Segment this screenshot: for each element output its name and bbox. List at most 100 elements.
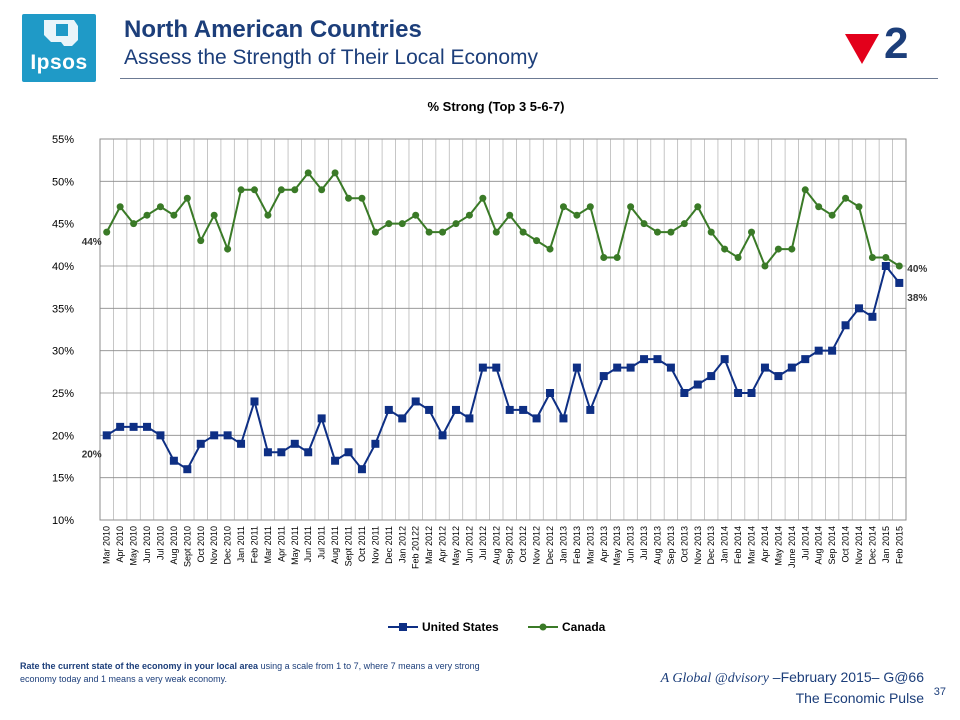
united-states-data-point: [546, 389, 555, 397]
page-title: North American Countries: [124, 16, 422, 43]
canada-data-point: [345, 194, 353, 202]
x-tick-label: Jul 2014: [800, 526, 810, 560]
canada-data-point: [533, 237, 541, 245]
canada-data-point: [331, 169, 339, 177]
canada-data-point: [237, 186, 245, 194]
x-tick-label: Aug 2013: [652, 526, 662, 565]
canada-data-point: [385, 220, 393, 228]
canada-data-point: [855, 203, 863, 211]
canada-data-point: [103, 228, 111, 236]
x-tick-label: Sep 2014: [827, 526, 837, 565]
x-tick-label: May 2011: [290, 526, 300, 565]
united-states-data-point: [425, 405, 434, 414]
united-states-data-point: [411, 397, 420, 406]
canada-data-point: [694, 203, 702, 211]
canada-data-point: [183, 194, 191, 202]
united-states-data-point: [640, 355, 649, 364]
united-states-data-point: [438, 431, 447, 440]
x-tick-label: Apr 2010: [115, 526, 125, 563]
united-states-data-point: [841, 321, 850, 330]
footnote-scale: using a scale from 1 to 7, where 7 means…: [20, 661, 480, 684]
canada-data-point: [156, 203, 164, 211]
canada-data-point: [613, 254, 621, 262]
y-tick-label: 10%: [52, 515, 74, 527]
united-states-data-point: [344, 448, 353, 457]
canada-data-point: [398, 220, 406, 228]
x-tick-label: Mar 2014: [747, 526, 757, 564]
canada-data-point: [842, 194, 850, 202]
x-tick-label: Sep 2013: [666, 526, 676, 565]
united-states-data-point: [787, 363, 796, 372]
x-tick-label: May 2014: [773, 526, 783, 566]
x-tick-label: Jun 2012: [464, 526, 474, 563]
united-states-data-point: [398, 414, 407, 423]
canada-data-point: [815, 203, 823, 211]
x-tick-label: Oct 2011: [357, 526, 367, 562]
canada-data-point: [546, 245, 554, 253]
canada-data-point: [264, 211, 272, 219]
united-states-data-point: [505, 405, 514, 414]
x-tick-label: Sep 2012: [505, 526, 515, 565]
x-tick-label: Mar 2013: [585, 526, 595, 564]
x-tick-label: Jul 2013: [639, 526, 649, 560]
x-tick-label: Dec 2012: [545, 526, 555, 565]
united-states-data-point: [586, 405, 595, 414]
y-tick-label: 50%: [52, 176, 74, 188]
canada-data-point: [882, 254, 890, 262]
x-tick-label: Oct 2012: [518, 526, 528, 563]
canada-data-point: [250, 186, 258, 194]
x-tick-label: Feb 20122: [411, 526, 421, 569]
x-tick-label: June 2014: [787, 526, 797, 568]
y-tick-label: 30%: [52, 346, 74, 358]
canada-data-point: [748, 228, 756, 236]
united-states-data-point: [451, 405, 460, 414]
footer-brand-name: A Global @dvisory: [660, 671, 769, 686]
x-tick-label: Dec 2010: [223, 526, 233, 565]
canada-data-point: [291, 186, 299, 194]
united-states-data-point: [519, 405, 528, 414]
y-tick-label: 45%: [52, 219, 74, 231]
united-states-data-point: [183, 465, 192, 474]
footer-report-name: The Economic Pulse: [795, 690, 924, 706]
x-tick-label: Feb 2011: [249, 526, 259, 563]
canada-data-point: [586, 203, 594, 211]
united-states-data-point: [277, 448, 286, 457]
canada-data-point: [801, 186, 809, 194]
canada-data-point: [506, 211, 514, 219]
united-states-data-point: [478, 363, 487, 372]
canada-data-point: [143, 211, 151, 219]
united-states-data-point: [250, 397, 259, 406]
page-subtitle: Assess the Strength of Their Local Econo…: [124, 46, 538, 69]
united-states-data-point: [666, 363, 675, 372]
footnote-question: Rate the current state of the economy in…: [20, 661, 259, 671]
canada-data-point: [304, 169, 312, 177]
x-tick-label: Jan 2014: [720, 526, 730, 563]
canada-data-point: [788, 245, 796, 253]
x-tick-label: Feb 2013: [572, 526, 582, 564]
canada-data-point: [452, 220, 460, 228]
canada-data-label: 44%: [82, 237, 102, 248]
united-states-data-point: [774, 372, 783, 381]
x-tick-label: Jun 2010: [142, 526, 152, 563]
canada-data-point: [479, 194, 487, 202]
united-states-data-point: [868, 312, 877, 321]
united-states-data-point: [707, 372, 716, 381]
canada-data-point: [492, 228, 500, 236]
y-tick-label: 25%: [52, 388, 74, 400]
chart-title: % Strong (Top 3 5-6-7): [428, 99, 565, 114]
y-tick-label: 40%: [52, 261, 74, 273]
canada-data-point: [465, 211, 473, 219]
united-states-data-point: [304, 448, 313, 457]
rank-number: 2: [884, 19, 909, 68]
united-states-data-point: [854, 304, 863, 313]
canada-data-point: [600, 254, 608, 262]
x-tick-label: Jul 2011: [317, 526, 327, 559]
canada-data-point: [734, 254, 742, 262]
x-tick-label: Oct 2013: [679, 526, 689, 563]
canada-data-point: [412, 211, 420, 219]
canada-data-point: [224, 245, 232, 253]
united-states-data-point: [801, 355, 810, 364]
united-states-data-point: [156, 431, 165, 440]
x-tick-label: Jan 2015: [881, 526, 891, 563]
united-states-data-point: [572, 363, 581, 372]
